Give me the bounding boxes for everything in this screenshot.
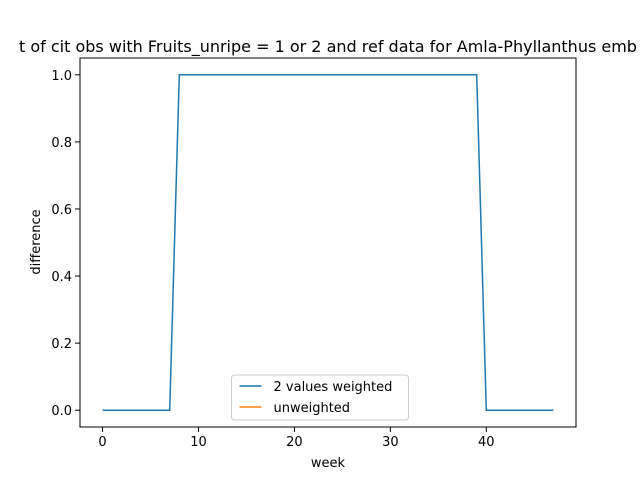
x-tick-label: 30 — [382, 435, 399, 450]
x-tick-label: 0 — [98, 435, 106, 450]
x-tick-label: 10 — [190, 435, 207, 450]
chart-title: t of cit obs with Fruits_unripe = 1 or 2… — [19, 37, 637, 57]
legend-box — [231, 374, 409, 421]
y-axis-label: difference — [29, 209, 44, 274]
legend-label: unweighted — [274, 401, 351, 416]
y-tick-label: 0.4 — [51, 270, 72, 285]
plot-frame — [79, 57, 577, 428]
y-tick-label: 0.2 — [51, 337, 72, 352]
y-tick-label: 0.8 — [51, 136, 72, 151]
legend-label: 2 values weighted — [274, 380, 393, 395]
y-tick-label: 0.0 — [51, 404, 72, 419]
x-axis-label: week — [311, 456, 346, 471]
x-tick-label: 20 — [286, 435, 303, 450]
y-tick-label: 0.6 — [51, 203, 72, 218]
x-tick-label: 40 — [478, 435, 495, 450]
series-line — [102, 74, 554, 411]
y-tick-label: 1.0 — [51, 69, 72, 84]
